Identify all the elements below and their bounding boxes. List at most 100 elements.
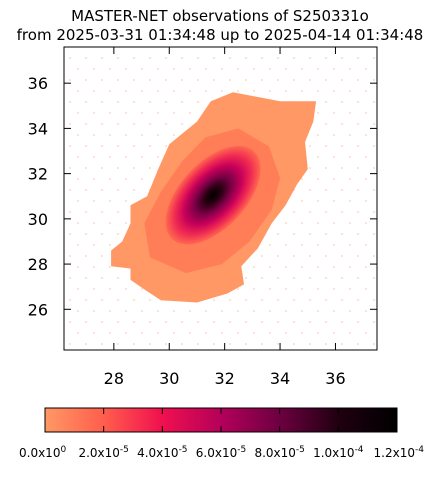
coverage-dot [373,299,375,301]
coverage-dot [325,189,327,191]
coverage-dot [341,167,343,169]
coverage-dot [117,79,119,81]
coverage-dot [117,145,119,147]
coverage-dot [85,145,87,147]
coverage-dot [77,266,79,268]
coverage-dot [77,332,79,334]
coverage-dot [141,90,143,92]
coverage-dot [141,156,143,158]
y-tick-label: 32 [28,165,48,184]
coverage-dot [357,277,359,279]
coverage-dot [173,332,175,334]
coverage-dot [85,189,87,191]
coverage-dot [85,299,87,301]
coverage-dot [133,101,135,103]
coverage-dot [85,79,87,81]
coverage-dot [189,68,191,70]
coverage-dot [253,332,255,334]
coverage-dot [309,211,311,213]
chart-title: MASTER-NET observations of S250331o [71,7,369,25]
coverage-dot [269,332,271,334]
coverage-dot [349,200,351,202]
coverage-dot [301,222,303,224]
colorbar-tick-label: 2.0x10-5 [78,445,128,460]
coverage-dot [365,68,367,70]
coverage-dot [93,112,95,114]
coverage-dot [317,112,319,114]
coverage-dot [109,266,111,268]
coverage-dot [373,101,375,103]
coverage-dot [69,299,71,301]
coverage-dot [69,101,71,103]
coverage-dot [245,79,247,81]
coverage-dot [325,321,327,323]
coverage-dot [373,255,375,257]
coverage-dot [365,288,367,290]
coverage-dot [357,167,359,169]
coverage-dot [325,343,327,345]
coverage-dot [197,101,199,103]
colorbar-tick-label: 8.0x10-5 [254,445,304,460]
coverage-dot [333,200,335,202]
coverage-dot [261,321,263,323]
coverage-dot [213,57,215,59]
coverage-dot [365,178,367,180]
coverage-dot [365,134,367,136]
coverage-dot [101,79,103,81]
coverage-dot [301,266,303,268]
coverage-dot [357,189,359,191]
coverage-dot [333,332,335,334]
coverage-dot [357,123,359,125]
coverage-dot [373,57,375,59]
y-tick-label: 28 [28,255,48,274]
coverage-dot [277,79,279,81]
coverage-dot [133,321,135,323]
coverage-dot [357,79,359,81]
coverage-dot [133,79,135,81]
coverage-dot [205,332,207,334]
coverage-dot [117,211,119,213]
coverage-dot [333,222,335,224]
coverage-dot [333,178,335,180]
coverage-dot [373,343,375,345]
coverage-dot [157,112,159,114]
coverage-dot [205,68,207,70]
coverage-dot [229,299,231,301]
coverage-dot [373,321,375,323]
coverage-dot [365,156,367,158]
colorbar-tick-label: 4.0x10-5 [137,445,187,460]
coverage-dot [349,310,351,312]
coverage-dot [317,134,319,136]
coverage-dot [109,112,111,114]
coverage-dot [133,57,135,59]
coverage-dot [101,343,103,345]
coverage-dot [101,101,103,103]
coverage-dot [157,134,159,136]
coverage-dot [357,233,359,235]
coverage-dot [301,178,303,180]
coverage-dot [293,255,295,257]
coverage-dot [237,332,239,334]
coverage-dot [213,79,215,81]
coverage-dot [85,57,87,59]
coverage-dot [205,310,207,312]
coverage-dot [77,68,79,70]
coverage-dot [85,167,87,169]
coverage-dot [93,288,95,290]
coverage-dot [365,310,367,312]
coverage-dot [181,321,183,323]
coverage-dot [125,112,127,114]
coverage-dot [77,222,79,224]
coverage-dot [221,310,223,312]
coverage-dot [93,68,95,70]
coverage-dot [69,167,71,169]
x-tick-label: 32 [214,369,234,388]
coverage-dot [341,189,343,191]
coverage-dot [93,266,95,268]
coverage-dot [357,145,359,147]
coverage-dot [85,211,87,213]
coverage-dot [197,79,199,81]
coverage-dot [293,277,295,279]
y-tick-label: 30 [28,210,48,229]
coverage-dot [349,332,351,334]
